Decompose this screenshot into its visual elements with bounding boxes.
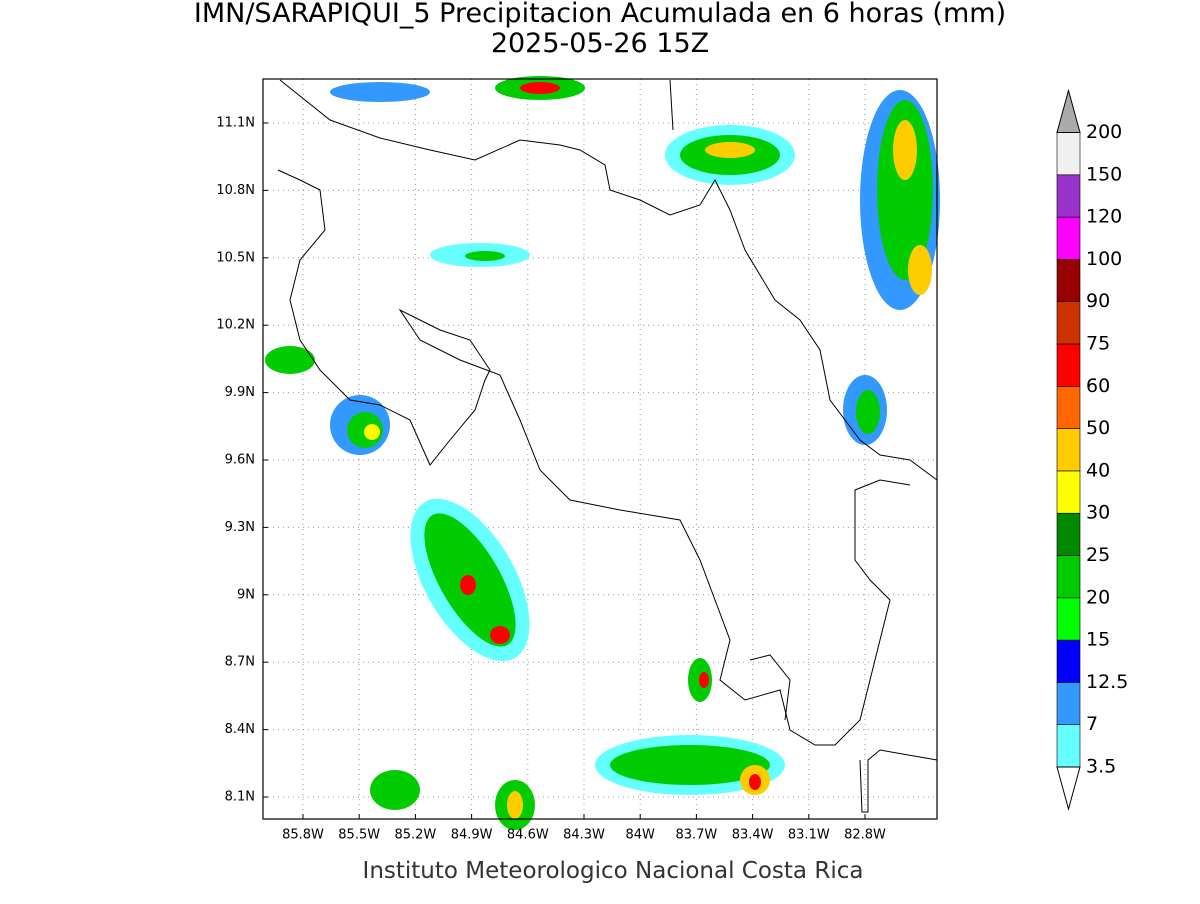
- colorbar-segment: [1056, 512, 1081, 556]
- lon-label: 83.4W: [732, 828, 774, 843]
- colorbar: [1056, 88, 1081, 811]
- lat-label: 8.1N: [225, 790, 255, 805]
- colorbar-label: 100: [1086, 248, 1122, 270]
- colorbar-segment: [1056, 639, 1081, 683]
- colorbar-segment: [1056, 597, 1081, 641]
- colorbar-label: 75: [1086, 333, 1110, 355]
- colorbar-segment: [1056, 682, 1081, 726]
- lat-label: 9.3N: [225, 520, 255, 535]
- lon-label: 85.2W: [394, 828, 436, 843]
- colorbar-label: 7: [1086, 713, 1098, 735]
- colorbar-segment: [1056, 216, 1081, 260]
- lat-label: 10.2N: [216, 318, 255, 333]
- colorbar-segment: [1056, 428, 1081, 472]
- subtitle: 2025-05-26 15Z: [491, 28, 709, 59]
- colorbar-segment: [1056, 301, 1081, 345]
- footer: Instituto Meteorologico Nacional Costa R…: [363, 858, 864, 884]
- colorbar-segment: [1056, 555, 1081, 599]
- lat-label: 8.7N: [225, 655, 255, 670]
- colorbar-segment: [1056, 132, 1081, 176]
- colorbar-segment: [1056, 724, 1081, 768]
- lon-label: 85.8W: [282, 828, 324, 843]
- colorbar-label: 3.5: [1086, 756, 1116, 778]
- colorbar-label: 12.5: [1086, 671, 1128, 693]
- map-frame: [262, 78, 938, 820]
- colorbar-label: 90: [1086, 290, 1110, 312]
- lon-label: 84W: [625, 828, 655, 843]
- precipitation: [265, 76, 940, 830]
- lon-label: 83.1W: [788, 828, 830, 843]
- colorbar-label: 30: [1086, 502, 1110, 524]
- colorbar-label: 150: [1086, 163, 1122, 185]
- colorbar-label: 25: [1086, 544, 1110, 566]
- colorbar-over: [1056, 88, 1081, 133]
- coastline: [277, 79, 938, 813]
- colorbar-label: 60: [1086, 375, 1110, 397]
- colorbar-label: 50: [1086, 417, 1110, 439]
- lat-label: 11.1N: [216, 116, 255, 131]
- lat-label: 9.9N: [225, 385, 255, 400]
- lat-label: 10.5N: [216, 250, 255, 265]
- lat-label: 9.6N: [225, 453, 255, 468]
- colorbar-segment: [1056, 343, 1081, 387]
- lat-label: 9N: [237, 587, 255, 602]
- lon-label: 84.6W: [507, 828, 549, 843]
- colorbar-label: 120: [1086, 206, 1122, 228]
- colorbar-segment: [1056, 259, 1081, 302]
- title: IMN/SARAPIQUI_5 Precipitacion Acumulada …: [194, 0, 1006, 29]
- lon-label: 83.7W: [675, 828, 717, 843]
- lat-label: 10.8N: [216, 183, 255, 198]
- colorbar-label: 200: [1086, 121, 1122, 143]
- lat-label: 8.4N: [225, 722, 255, 737]
- colorbar-label: 15: [1086, 629, 1110, 651]
- lon-label: 84.3W: [563, 828, 605, 843]
- colorbar-segment: [1056, 385, 1081, 429]
- colorbar-segment: [1056, 174, 1081, 218]
- colorbar-under: [1056, 766, 1081, 811]
- colorbar-label: 40: [1086, 459, 1110, 481]
- colorbar-segment: [1056, 470, 1081, 514]
- lon-label: 84.9W: [451, 828, 493, 843]
- lon-label: 82.8W: [844, 828, 886, 843]
- colorbar-label: 20: [1086, 586, 1110, 608]
- lon-label: 85.5W: [338, 828, 380, 843]
